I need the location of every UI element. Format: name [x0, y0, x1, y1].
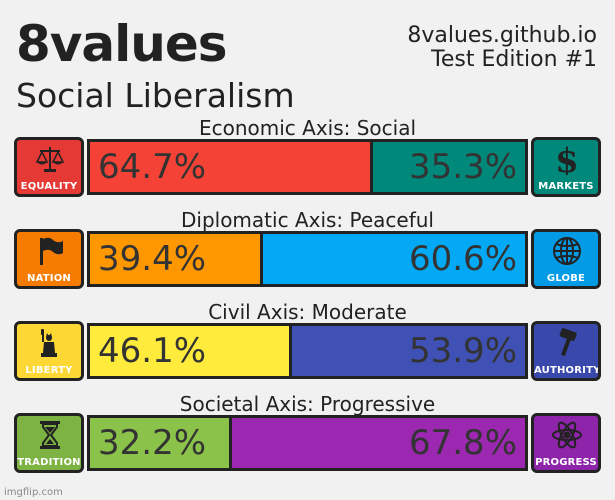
- tradition-icon-box: TRADITION: [14, 413, 84, 473]
- liberty-icon-box: LIBERTY: [14, 321, 84, 381]
- site-url: 8values.github.io: [407, 23, 597, 48]
- left-segment: [90, 234, 262, 284]
- bar-divider: [369, 142, 373, 192]
- left-percentage: 64.7%: [98, 147, 207, 187]
- axis-civil: Civil Axis: Moderate LIBERTY 46.1% 53.9%…: [14, 300, 601, 384]
- left-segment: [90, 326, 291, 376]
- markets-icon-box: $ MARKETS: [531, 137, 601, 197]
- globe-icon: [553, 237, 581, 265]
- authority-icon-box: AUTHORITY: [531, 321, 601, 381]
- left-percentage: 32.2%: [98, 423, 207, 463]
- atom-icon: [552, 421, 582, 449]
- watermark: imgflip.com: [4, 487, 63, 498]
- flag-icon: [40, 237, 63, 265]
- left-percentage: 46.1%: [98, 331, 207, 371]
- bar-divider: [228, 418, 232, 468]
- axis-diplomatic: Diplomatic Axis: Peaceful NATION 39.4% 6…: [14, 208, 601, 292]
- icon-caption: MARKETS: [538, 181, 594, 192]
- score-bar: 46.1% 53.9%: [87, 323, 528, 379]
- edition-label: Test Edition #1: [431, 47, 597, 72]
- icon-caption: EQUALITY: [20, 181, 78, 192]
- progress-icon-box: PROGRESS: [531, 413, 601, 473]
- right-segment: [290, 326, 525, 376]
- right-segment: [261, 234, 525, 284]
- icon-caption: TRADITION: [17, 457, 81, 468]
- icon-caption: NATION: [27, 273, 71, 284]
- ideology-result: Social Liberalism: [16, 76, 295, 115]
- bar-divider: [289, 326, 293, 376]
- right-segment: [371, 142, 525, 192]
- equality-icon-box: EQUALITY: [14, 137, 84, 197]
- icon-caption: GLOBE: [546, 273, 586, 284]
- nation-icon-box: NATION: [14, 229, 84, 289]
- right-percentage: 67.8%: [408, 423, 517, 463]
- statue-of-liberty-icon: [41, 329, 57, 357]
- scales-icon: [35, 147, 65, 172]
- left-segment: [90, 142, 372, 192]
- icon-caption: AUTHORITY: [534, 365, 601, 376]
- bar-divider: [259, 234, 263, 284]
- score-bar: 32.2% 67.8%: [87, 415, 528, 471]
- left-segment: [90, 418, 231, 468]
- hourglass-icon: [40, 421, 60, 449]
- icon-caption: LIBERTY: [25, 365, 73, 376]
- right-percentage: 35.3%: [408, 147, 517, 187]
- axis-label: Societal Axis: Progressive: [179, 392, 436, 416]
- score-bar: 64.7% 35.3%: [87, 139, 528, 195]
- axis-label: Economic Axis: Social: [198, 116, 417, 140]
- dollar-icon: $: [555, 143, 579, 175]
- icon-caption: PROGRESS: [535, 457, 597, 468]
- axis-label: Civil Axis: Moderate: [208, 300, 407, 324]
- right-percentage: 60.6%: [408, 239, 517, 279]
- right-percentage: 53.9%: [408, 331, 517, 371]
- app-title: 8values: [16, 15, 228, 73]
- axis-label: Diplomatic Axis: Peaceful: [180, 208, 434, 232]
- gavel-icon: [559, 328, 577, 357]
- site-info: 8values.github.io Test Edition #1: [407, 24, 597, 72]
- globe-icon-box: GLOBE: [531, 229, 601, 289]
- score-bar: 39.4% 60.6%: [87, 231, 528, 287]
- axis-economic: Economic Axis: Social EQUALITY 64.7% 35.…: [14, 116, 601, 200]
- axis-societal: Societal Axis: Progressive TRADITION 32.…: [14, 392, 601, 476]
- left-percentage: 39.4%: [98, 239, 207, 279]
- right-segment: [230, 418, 525, 468]
- svg-text:$: $: [555, 143, 579, 175]
